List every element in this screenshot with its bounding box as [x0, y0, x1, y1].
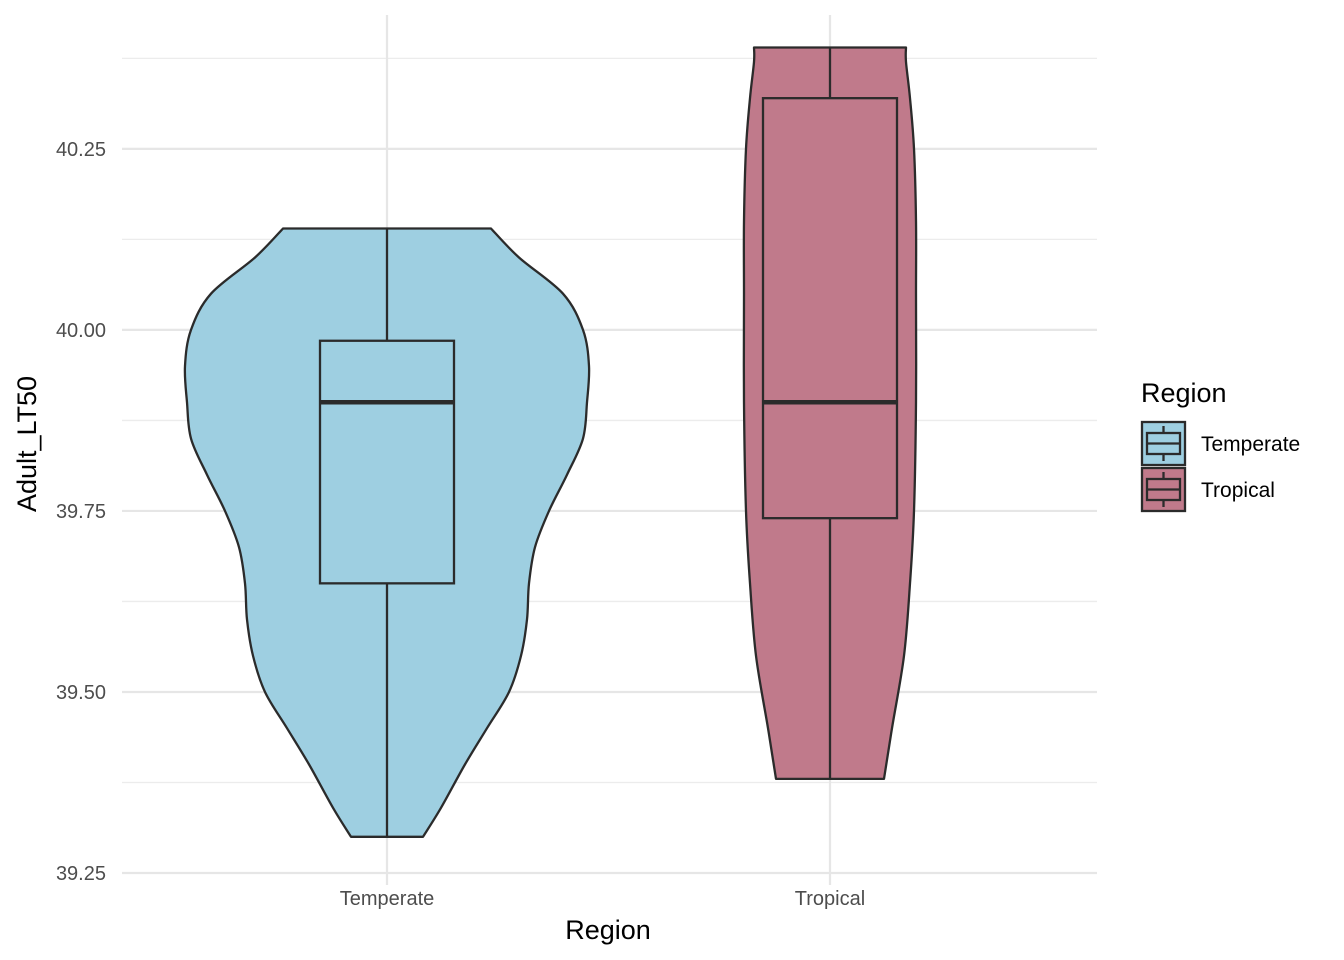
x-tick-label: Tropical — [795, 888, 865, 910]
legend-keys: Temperate Tropical — [1140, 420, 1300, 513]
legend-title: Region — [1141, 378, 1227, 408]
y-tick-label: 40.25 — [56, 139, 106, 161]
legend-label: Temperate — [1201, 433, 1300, 456]
legend-key-tropical: Tropical — [1140, 466, 1275, 513]
y-tick-label: 39.50 — [56, 682, 106, 704]
y-tick-label: 40.00 — [56, 320, 106, 342]
box-iqr — [318, 339, 456, 585]
y-tick-label: 39.75 — [56, 501, 106, 523]
x-tick-labels: Temperate Tropical — [340, 888, 865, 910]
legend: Region Temperate Tropical — [1140, 378, 1300, 513]
boxplots — [318, 47, 899, 837]
legend-label: Tropical — [1201, 479, 1275, 502]
x-tick-label: Temperate — [340, 888, 435, 910]
violin-temperate — [183, 227, 591, 838]
boxplot-tropical — [761, 47, 899, 779]
box-iqr — [761, 97, 899, 520]
violins — [183, 46, 918, 838]
x-axis-title: Region — [565, 915, 651, 945]
legend-key-temperate: Temperate — [1140, 420, 1300, 467]
y-tick-labels: 39.25 39.50 39.75 40.00 40.25 — [56, 139, 106, 885]
violin-tropical — [742, 46, 918, 781]
y-axis-title: Adult_LT50 — [12, 376, 42, 512]
y-tick-label: 39.25 — [56, 863, 106, 885]
boxplot-temperate — [318, 228, 456, 837]
